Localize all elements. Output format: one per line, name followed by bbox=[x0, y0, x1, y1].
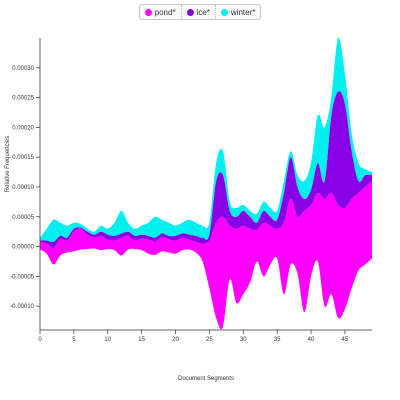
legend-item-3[interactable]: winter* bbox=[216, 5, 260, 19]
legend-box: pond* ice* winter* bbox=[138, 4, 262, 20]
x-tick-label: 15 bbox=[138, 337, 145, 343]
legend-label: pond* bbox=[154, 7, 176, 17]
y-tick-label: 0.00010 bbox=[12, 185, 34, 191]
legend-item-1[interactable]: pond* bbox=[140, 5, 182, 19]
chart-legend: pond* ice* winter* bbox=[0, 4, 400, 20]
x-tick-label: 45 bbox=[342, 337, 349, 343]
x-tick-label: 25 bbox=[206, 337, 213, 343]
x-axis-title: Document Segments bbox=[178, 376, 234, 382]
x-tick-label: 0 bbox=[38, 337, 42, 343]
y-tick-label: 0.00015 bbox=[12, 155, 34, 161]
y-tick-label: 0.00000 bbox=[12, 245, 34, 251]
legend-item-2[interactable]: ice* bbox=[182, 5, 216, 19]
y-tick-label: -0.00010 bbox=[10, 304, 34, 310]
legend-label: winter* bbox=[230, 7, 256, 17]
x-tick-label: 30 bbox=[240, 337, 247, 343]
x-tick-label: 40 bbox=[308, 337, 315, 343]
series-area-1 bbox=[40, 181, 372, 330]
x-tick-label: 35 bbox=[274, 337, 281, 343]
y-axis-title: Relative Frequencies bbox=[5, 136, 11, 192]
x-tick-label: 10 bbox=[104, 337, 111, 343]
series-area-3 bbox=[40, 37, 372, 243]
y-tick-label: 0.00025 bbox=[12, 96, 34, 102]
y-tick-label: -0.00005 bbox=[10, 274, 34, 280]
legend-swatch bbox=[186, 8, 194, 16]
x-tick-label: 20 bbox=[172, 337, 179, 343]
x-tick-label: 5 bbox=[72, 337, 76, 343]
series-area-2 bbox=[40, 91, 372, 248]
legend-swatch bbox=[144, 8, 152, 16]
legend-label: ice* bbox=[196, 7, 210, 17]
legend-swatch bbox=[220, 8, 228, 16]
y-tick-label: 0.00005 bbox=[12, 215, 34, 221]
y-tick-label: 0.00020 bbox=[12, 125, 34, 131]
y-tick-label: 0.00030 bbox=[12, 66, 34, 72]
